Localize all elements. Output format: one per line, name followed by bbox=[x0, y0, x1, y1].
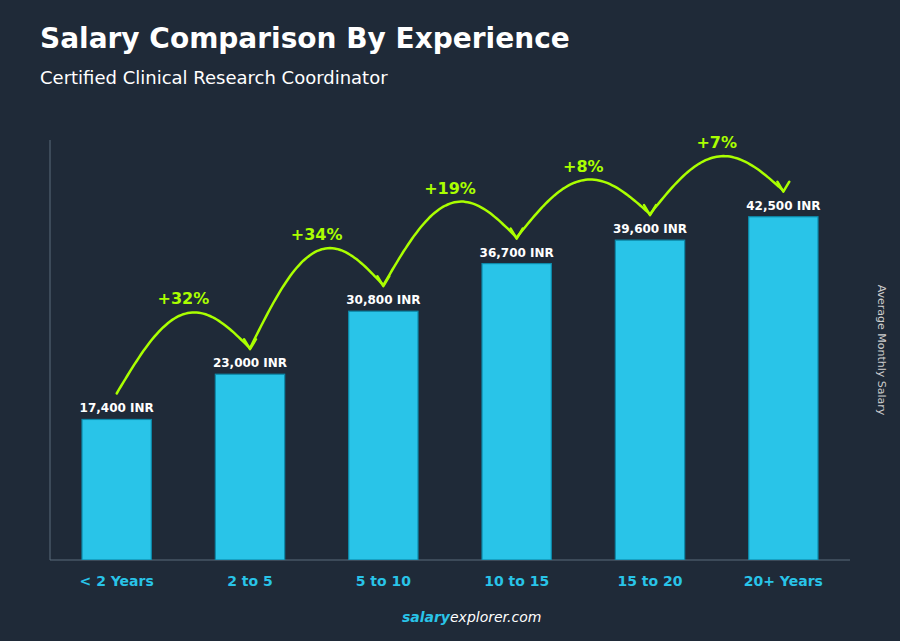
data-label: 17,400 INR bbox=[80, 401, 154, 415]
x-tick-label: 5 to 10 bbox=[356, 573, 412, 589]
x-tick-label: 15 to 20 bbox=[617, 573, 682, 589]
data-label: 30,800 INR bbox=[346, 293, 420, 307]
chart: Salary Comparison By Experience Certified… bbox=[0, 0, 900, 641]
data-label: 42,500 INR bbox=[746, 199, 820, 213]
x-tick-label: 2 to 5 bbox=[227, 573, 273, 589]
data-label: 39,600 INR bbox=[613, 222, 687, 236]
change-arc bbox=[383, 202, 516, 286]
bar bbox=[615, 240, 684, 560]
y-axis-line bbox=[50, 140, 51, 560]
data-label: 23,000 INR bbox=[213, 356, 287, 370]
x-axis-line bbox=[50, 560, 850, 561]
data-label: 36,700 INR bbox=[480, 246, 554, 260]
bar bbox=[482, 264, 551, 560]
background bbox=[0, 0, 900, 641]
title: Salary Comparison By Experience bbox=[40, 22, 570, 55]
x-tick-label: < 2 Years bbox=[80, 573, 154, 589]
x-tick-label: 10 to 15 bbox=[484, 573, 549, 589]
change-label: +7% bbox=[696, 133, 737, 152]
bars bbox=[82, 217, 818, 560]
bar bbox=[215, 374, 284, 560]
change-arrowhead bbox=[777, 182, 789, 192]
change-arcs bbox=[117, 156, 790, 393]
bar bbox=[82, 419, 151, 560]
change-arc bbox=[650, 156, 783, 214]
change-label: +8% bbox=[563, 157, 604, 176]
x-tick-label: 20+ Years bbox=[744, 573, 823, 589]
y-axis-label: Average Monthly Salary bbox=[875, 285, 888, 416]
change-arc bbox=[250, 248, 383, 348]
change-arc bbox=[117, 312, 250, 393]
bar bbox=[749, 217, 818, 560]
subtitle: Certified Clinical Research Coordinator bbox=[40, 67, 388, 88]
footer: salary bbox=[402, 609, 451, 625]
footer: explorer.com bbox=[450, 609, 541, 625]
bar bbox=[349, 311, 418, 560]
change-arc bbox=[517, 180, 650, 238]
change-label: +32% bbox=[157, 289, 209, 308]
change-label: +19% bbox=[424, 179, 476, 198]
change-label: +34% bbox=[291, 225, 343, 244]
